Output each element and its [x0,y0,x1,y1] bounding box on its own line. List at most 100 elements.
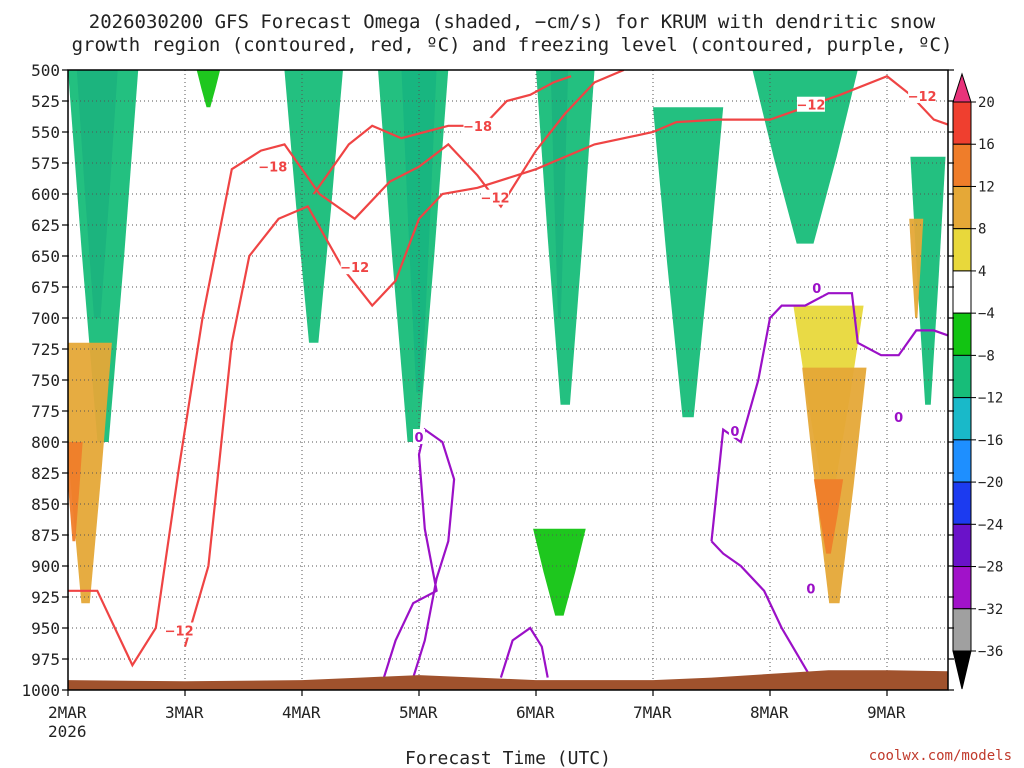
y-tick-label: 800 [31,433,60,452]
colorbar-segment [952,608,972,652]
freezing-label-0-d: 0 [806,582,815,597]
colorbar-segment [952,354,972,399]
y-tick-label: 700 [31,309,60,328]
freezing-label-0-c-bg [810,280,823,296]
y-tick-label: 900 [31,557,60,576]
dgz-label-minus18-b-bg [463,117,492,133]
colorbar-segment [952,566,972,610]
colorbar-segment [952,270,972,314]
x-tick-label: 4MAR [282,703,321,722]
x-tick-label: 7MAR [633,703,672,722]
colorbar: 20 16 12 8 4 −4 −8 −12 −16 −20 −24 −28 −32 −36 [952,72,1003,690]
colorbar-label: 12 [978,179,995,195]
dgz-contour-minus18 [312,75,572,195]
omega-upward-day4-lower [533,528,586,616]
y-tick-label: 850 [31,495,60,514]
colorbar-segment [952,523,972,568]
colorbar-label: −36 [978,644,1003,660]
y-tick-label: 1000 [21,681,60,700]
x-tick-label: 8MAR [750,703,789,722]
x-axis-title: Forecast Time (UTC) [405,748,611,768]
credit-text: coolwx.com/models [869,748,1012,764]
dgz-label-minus12-c: −12 [481,192,510,207]
colorbar-segment [952,228,972,272]
dgz-label-minus12-b: −12 [340,261,369,276]
y-tick-label: 925 [31,588,60,607]
dgz-label-minus18-b: −18 [463,120,492,135]
colorbar-label: 8 [978,222,986,238]
y-tick-label: 525 [31,92,60,111]
omega-upward-day2 [284,70,343,343]
freezing-label-0-c: 0 [812,282,821,297]
omega-subsidence-day6-core [813,479,844,554]
dgz-label-minus12-a: −12 [165,624,194,639]
freezing-label-0-b-bg [728,422,741,438]
dgz-contour-minus12-lower [68,70,625,668]
y-tick-label: 775 [31,402,60,421]
freezing-contour-day7 [710,292,948,542]
omega-upward-day6 [752,70,858,244]
terrain-layer [68,670,948,690]
x-tick-label: 3MAR [165,703,204,722]
freezing-label-0-b: 0 [730,425,739,440]
colorbar-label: 4 [978,264,986,280]
y-tick-label: 500 [31,61,60,80]
plot-area: −12 −12 −12 −12 −12 −18 −18 0 0 0 0 0 [67,69,949,691]
y-tick-label: 725 [31,340,60,359]
dgz-label-minus18-a-bg [258,158,287,174]
x-axis: 2MAR 3MAR 4MAR 5MAR 6MAR 7MAR 8MAR 9MAR [48,690,906,722]
dgz-label-minus12-d: −12 [796,99,825,114]
omega-subsidence-day0 [68,342,112,604]
colorbar-label: −12 [978,391,1003,407]
colorbar-label: −20 [978,475,1003,491]
y-tick-label: 975 [31,650,60,669]
colorbar-label: 20 [978,95,995,111]
omega-upward-day1-7 [196,70,221,108]
y-tick-label: 575 [31,154,60,173]
x-tick-label: 5MAR [399,703,438,722]
omega-subsidence-day7 [909,218,924,318]
y-tick-label: 625 [31,216,60,235]
y-tick-label: 950 [31,619,60,638]
colorbar-arrow-top [952,72,972,103]
colorbar-segment [952,101,972,145]
dgz-label-minus12-b-bg [340,259,369,275]
freezing-contour-day4 [499,626,549,678]
chart-title-line-2: growth region (contoured, red, ºC) and f… [72,34,953,56]
omega-subsidence-day0-core [68,442,83,542]
colorbar-segment [952,439,972,483]
x-tick-label: 6MAR [516,703,555,722]
dgz-label-minus12-c-bg [481,189,510,205]
dgz-label-minus12-a-bg [165,622,194,638]
colorbar-label: 16 [978,137,995,153]
dgz-label-minus12-e-bg [908,88,937,104]
colorbar-label: −4 [978,306,995,322]
colorbar-segment [952,143,972,187]
colorbar-segment [952,481,972,525]
y-tick-label: 750 [31,371,60,390]
freezing-contour-day7-lower [710,540,812,679]
freezing-label-0-e-bg [892,409,905,425]
omega-field-layer [68,70,946,616]
omega-upward-day5 [653,107,724,418]
y-tick-label: 825 [31,464,60,483]
y-tick-label: 600 [31,185,60,204]
y-tick-label: 550 [31,123,60,142]
dgz-label-minus12-d-bg [796,96,825,112]
colorbar-segment [952,312,972,356]
freezing-label-0-e: 0 [894,411,903,426]
y-axis: 500 525 550 575 600 625 650 675 700 725 750 775 800 8… [21,61,954,700]
dgz-label-minus12-e: −12 [908,90,937,105]
x-year-label: 2026 [48,722,87,741]
y-tick-label: 650 [31,247,60,266]
colorbar-label: −28 [978,560,1003,576]
colorbar-segment [952,397,972,441]
colorbar-label: −32 [978,602,1003,618]
colorbar-label: −8 [978,348,995,364]
colorbar-label: −24 [978,517,1003,533]
chart-title-line-1: 2026030200 GFS Forecast Omega (shaded, −… [89,11,936,33]
x-tick-label: 2MAR [48,703,87,722]
freezing-label-0-a: 0 [414,431,423,446]
colorbar-arrow-bottom [952,650,972,690]
